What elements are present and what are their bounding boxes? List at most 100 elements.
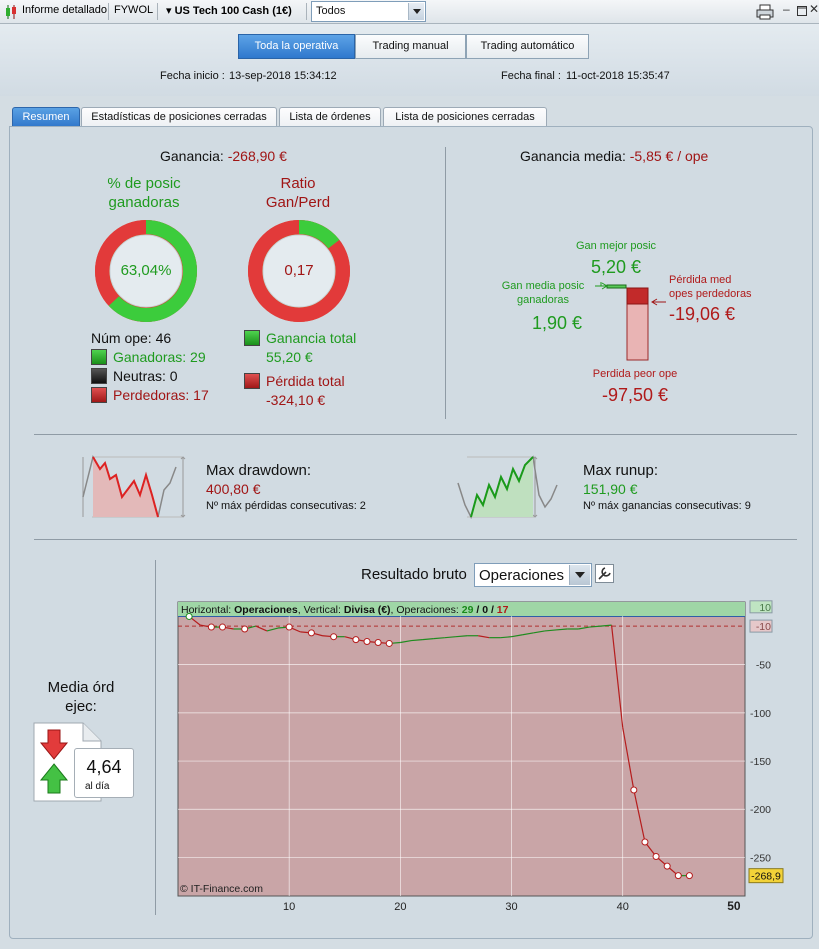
runup-label: Max runup: [583, 462, 659, 479]
summary-divider [445, 147, 446, 419]
chart-series-segment [444, 636, 456, 639]
tab-orders-list[interactable]: Lista de órdenes [279, 107, 381, 126]
losers-legend-icon [91, 387, 107, 403]
chart-point [307, 629, 315, 637]
maximize-icon[interactable] [797, 6, 807, 16]
chart-xtick-label: 40 [617, 901, 629, 913]
chart-ytick-label: -100 [750, 708, 771, 720]
chart-point [285, 623, 293, 631]
end-date-label: Fecha final : [501, 70, 561, 82]
chart-ytick-label: -200 [750, 804, 771, 816]
gross-result-chart: Horizontal: Operaciones, Vertical: Divis… [177, 600, 784, 913]
avg-loss-label: Pérdida med opes perdedoras [669, 274, 752, 300]
avg-loss-value: -19,06 € [669, 304, 736, 324]
chart-series-segment [400, 639, 412, 644]
chart-point [207, 623, 215, 631]
chart-loss-area [177, 601, 746, 897]
chart-mode-select[interactable]: Operaciones [474, 563, 592, 587]
chart-ytick-label: -50 [756, 660, 771, 672]
chart-series-segment [533, 630, 545, 634]
drawdown-graphic [82, 455, 186, 518]
last-value-badge [748, 868, 784, 884]
drawdown-value: 400,80 € [206, 481, 261, 497]
chart-series-segment [500, 636, 512, 639]
chart-point [352, 636, 360, 644]
chevron-down-icon[interactable] [408, 3, 424, 20]
chart-point [685, 872, 693, 880]
worst-pos-label: Perdida peor ope [592, 368, 678, 380]
total-gain-value: 55,20 € [266, 349, 313, 365]
chart-series-segment [622, 727, 635, 791]
title-bar: Informe detallado FYWOL ▾ US Tech 100 Ca… [0, 0, 819, 24]
tab-summary[interactable]: Resumen [12, 107, 80, 126]
buy-arrow-icon [39, 763, 69, 794]
chart-ytick-label: -250 [750, 852, 771, 864]
drawdown-label: Max drawdown: [206, 462, 312, 479]
chart-series-segment [555, 628, 568, 631]
chart-series-segment [433, 637, 445, 640]
win-pct-title: % de posic ganadoras [107, 175, 181, 211]
chart-series-segment [422, 638, 434, 641]
total-gain-legend-icon [244, 330, 260, 346]
chart-point [241, 625, 249, 633]
chart-series-segment [522, 632, 534, 636]
avg-gain-label: Ganancia media: [520, 148, 626, 164]
candlestick-icon [6, 5, 16, 19]
chart-series-segment [478, 635, 490, 639]
close-icon[interactable]: ✕ [809, 2, 819, 16]
avg-gain-value: -5,85 € / ope [629, 148, 709, 164]
chart-watermark: © IT-Finance.com [180, 883, 263, 895]
best-pos-label: Gan mejor posic [575, 240, 657, 252]
chart-info-text: Horizontal: Operaciones, Vertical: Divis… [181, 604, 509, 616]
print-icon[interactable] [756, 4, 774, 20]
ratio-donut-win-arc [298, 220, 340, 249]
instrument-selector[interactable]: ▾ US Tech 100 Cash (1€) [166, 5, 292, 17]
wrench-icon[interactable] [595, 564, 614, 583]
tab-all-trading[interactable]: Toda la operativa [238, 34, 355, 59]
chart-series-segment [511, 634, 523, 638]
section-divider [34, 434, 797, 435]
tab-closed-stats[interactable]: Estadísticas de posiciones cerradas [81, 107, 277, 126]
win-pct-donut-win-arc [108, 220, 197, 322]
account-label: FYWOL [114, 4, 154, 16]
chart-point [185, 612, 193, 620]
start-date-label: Fecha inicio : [160, 70, 225, 82]
start-date-value: 13-sep-2018 15:34:12 [229, 70, 337, 82]
report-header: Toda la operativa Trading manual Trading… [0, 24, 819, 96]
ratio-value: 0,17 [284, 262, 314, 279]
winners-count: Ganadoras: 29 [113, 349, 206, 365]
drawdown-consecutive: Nº máx pérdidas consecutivas: 2 [206, 500, 366, 512]
ratio-donut [248, 220, 350, 322]
chart-series-segment [578, 626, 590, 630]
end-date-value: 11-oct-2018 15:35:47 [566, 70, 670, 82]
chart-ytick-badge [749, 619, 773, 633]
chart-point [641, 838, 649, 846]
filter-select[interactable]: Todos [311, 1, 426, 22]
chart-series-segment [411, 638, 423, 642]
orders-per-day-value: 4,64 [86, 757, 122, 777]
tab-closed-positions[interactable]: Lista de posiciones cerradas [383, 107, 547, 126]
filter-select-value: Todos [316, 5, 346, 17]
avg-bars-graphic [595, 282, 666, 361]
ratio-donut-center [262, 234, 336, 308]
runup-value: 151,90 € [583, 481, 638, 497]
gain-label: Ganancia: [160, 148, 224, 164]
chart-point [363, 638, 371, 646]
total-loss-legend-icon [244, 373, 260, 389]
total-loss-value: -324,10 € [266, 392, 326, 408]
minimize-icon[interactable]: – [783, 2, 790, 16]
runup-graphic [457, 455, 558, 520]
chart-series-segment [600, 624, 612, 627]
chart-ytick-badge [749, 600, 773, 614]
tab-automatic-trading[interactable]: Trading automático [466, 34, 589, 59]
chart-series-segment [544, 629, 557, 632]
sell-arrow-icon [39, 729, 69, 760]
chart-info-bar [178, 602, 745, 616]
tab-manual-trading[interactable]: Trading manual [355, 34, 466, 59]
chevron-down-icon[interactable] [569, 565, 590, 585]
win-pct-donut [95, 220, 197, 322]
chart-xtick-label: 30 [505, 901, 517, 913]
runup-consecutive: Nº máx ganancias consecutivas: 9 [583, 500, 751, 512]
chart-xtick-label: 50 [727, 899, 741, 913]
win-pct-value: 63,04% [120, 262, 172, 279]
